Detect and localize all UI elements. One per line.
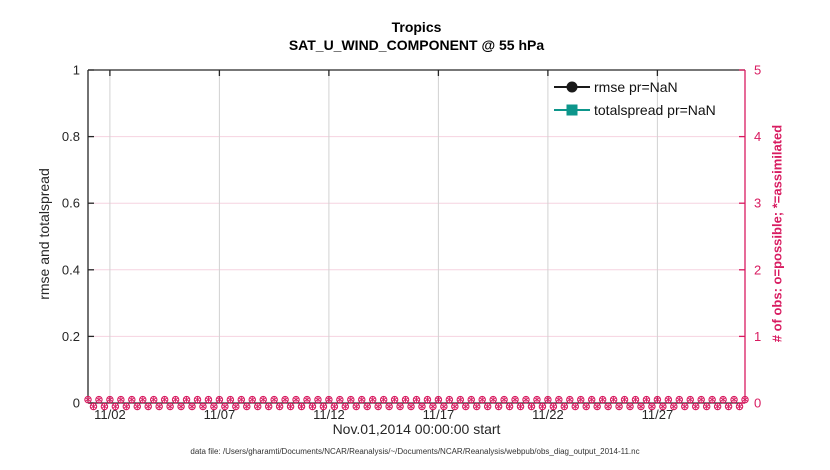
title-block: Tropics SAT_U_WIND_COMPONENT @ 55 hPa xyxy=(88,18,745,54)
svg-text:3: 3 xyxy=(754,196,761,211)
legend-label-totalspread: totalspread pr=NaN xyxy=(594,102,716,118)
svg-text:2: 2 xyxy=(754,262,761,277)
obs-marker-band xyxy=(84,395,749,411)
y-right-tick-labels: 0 1 2 3 4 5 xyxy=(754,63,761,411)
svg-text:0.6: 0.6 xyxy=(62,196,80,211)
svg-text:0.2: 0.2 xyxy=(62,329,80,344)
svg-text:11/17: 11/17 xyxy=(423,407,455,422)
svg-text:11/27: 11/27 xyxy=(642,407,674,422)
x-axis-label: Nov.01,2014 00:00:00 start xyxy=(332,421,501,437)
horizontal-gridlines xyxy=(88,136,745,337)
svg-text:11/12: 11/12 xyxy=(313,407,345,422)
svg-text:11/22: 11/22 xyxy=(532,407,564,422)
chart-subtitle: SAT_U_WIND_COMPONENT @ 55 hPa xyxy=(288,37,545,53)
datafile-annotation: data file: /Users/gharamti/Documents/NCA… xyxy=(190,447,640,456)
y-left-tick-labels: 0 0.2 0.4 0.6 0.8 1 xyxy=(62,63,80,411)
legend-label-rmse: rmse pr=NaN xyxy=(594,79,678,95)
vertical-gridlines xyxy=(109,70,658,403)
legend: rmse pr=NaN totalspread pr=NaN xyxy=(553,77,716,120)
svg-text:0: 0 xyxy=(73,396,80,411)
svg-text:11/02: 11/02 xyxy=(94,407,126,422)
svg-text:0.8: 0.8 xyxy=(62,129,80,144)
x-tick-labels: 11/02 11/07 11/12 11/17 11/22 11/27 xyxy=(94,407,673,422)
totalspread-line-marker-icon xyxy=(554,104,590,116)
rmse-line-marker-icon xyxy=(554,81,590,93)
svg-text:5: 5 xyxy=(754,63,761,78)
svg-text:1: 1 xyxy=(73,63,80,78)
svg-text:0.4: 0.4 xyxy=(62,262,80,277)
y-axis-left-label: rmse and totalspread xyxy=(36,168,52,300)
svg-text:11/07: 11/07 xyxy=(204,407,236,422)
legend-item-rmse: rmse pr=NaN xyxy=(553,77,716,97)
svg-text:4: 4 xyxy=(754,129,761,144)
legend-item-totalspread: totalspread pr=NaN xyxy=(553,100,716,120)
svg-text:1: 1 xyxy=(754,329,761,344)
y-axis-right-label: # of obs: o=possible; *=assimilated xyxy=(769,124,785,343)
svg-text:0: 0 xyxy=(754,396,761,411)
chart-title: Tropics xyxy=(391,19,442,35)
